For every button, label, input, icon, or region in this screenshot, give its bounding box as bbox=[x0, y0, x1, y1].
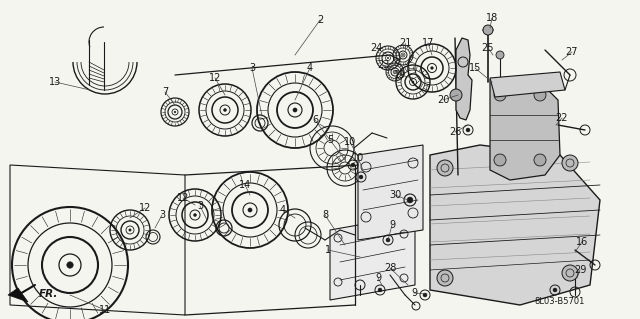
Text: 2: 2 bbox=[317, 15, 323, 25]
Text: 3: 3 bbox=[197, 201, 203, 211]
Polygon shape bbox=[330, 215, 415, 300]
Circle shape bbox=[412, 81, 414, 83]
Circle shape bbox=[553, 288, 557, 292]
Circle shape bbox=[496, 51, 504, 59]
Text: 8L03-B5701: 8L03-B5701 bbox=[535, 298, 585, 307]
Circle shape bbox=[394, 71, 396, 72]
Text: 3: 3 bbox=[159, 210, 165, 220]
Text: 17: 17 bbox=[422, 38, 434, 48]
Circle shape bbox=[193, 213, 196, 217]
Text: 9: 9 bbox=[411, 288, 417, 298]
Text: 8: 8 bbox=[322, 210, 328, 220]
Text: 5: 5 bbox=[327, 135, 333, 145]
Polygon shape bbox=[358, 145, 423, 240]
Circle shape bbox=[562, 155, 578, 171]
Circle shape bbox=[450, 89, 462, 101]
Text: 15: 15 bbox=[469, 63, 481, 73]
Text: 16: 16 bbox=[576, 237, 588, 247]
Circle shape bbox=[437, 270, 453, 286]
Text: 9: 9 bbox=[389, 220, 395, 230]
Circle shape bbox=[386, 238, 390, 242]
Text: 25: 25 bbox=[482, 43, 494, 53]
Text: 26: 26 bbox=[449, 127, 461, 137]
Circle shape bbox=[403, 55, 404, 56]
Text: 20: 20 bbox=[437, 95, 449, 105]
Circle shape bbox=[494, 154, 506, 166]
Circle shape bbox=[67, 262, 74, 268]
Circle shape bbox=[431, 67, 433, 69]
Circle shape bbox=[437, 160, 453, 176]
Text: 1: 1 bbox=[325, 245, 331, 255]
Polygon shape bbox=[8, 288, 28, 302]
Circle shape bbox=[494, 89, 506, 101]
Text: 18: 18 bbox=[486, 13, 498, 23]
Circle shape bbox=[248, 208, 252, 212]
Text: 14: 14 bbox=[239, 180, 251, 190]
Text: 4: 4 bbox=[307, 63, 313, 73]
Circle shape bbox=[359, 175, 363, 179]
Text: 12: 12 bbox=[139, 203, 151, 213]
Circle shape bbox=[407, 197, 413, 203]
Circle shape bbox=[423, 293, 427, 297]
Circle shape bbox=[562, 265, 578, 281]
Text: 10: 10 bbox=[352, 153, 364, 163]
Text: 6: 6 bbox=[312, 115, 318, 125]
Text: 12: 12 bbox=[177, 193, 189, 203]
Text: 9: 9 bbox=[375, 273, 381, 283]
Circle shape bbox=[351, 163, 355, 167]
Circle shape bbox=[466, 128, 470, 132]
Text: 24: 24 bbox=[370, 43, 382, 53]
Text: 10: 10 bbox=[344, 137, 356, 147]
Circle shape bbox=[293, 108, 297, 112]
Text: 28: 28 bbox=[384, 263, 396, 273]
Text: FR.: FR. bbox=[38, 289, 58, 299]
Text: 23: 23 bbox=[377, 60, 389, 70]
Text: 12: 12 bbox=[209, 73, 221, 83]
Circle shape bbox=[174, 111, 176, 113]
Polygon shape bbox=[430, 145, 600, 305]
Circle shape bbox=[483, 25, 493, 35]
Text: 21: 21 bbox=[399, 38, 411, 48]
Text: 13: 13 bbox=[49, 77, 61, 87]
Text: 22: 22 bbox=[556, 113, 568, 123]
Text: 7: 7 bbox=[162, 87, 168, 97]
Circle shape bbox=[534, 89, 546, 101]
Text: 29: 29 bbox=[574, 265, 586, 275]
Text: 27: 27 bbox=[566, 47, 579, 57]
Text: 3: 3 bbox=[249, 63, 255, 73]
Text: 11: 11 bbox=[99, 305, 111, 315]
Circle shape bbox=[378, 288, 382, 292]
Polygon shape bbox=[490, 78, 560, 180]
Text: 4: 4 bbox=[280, 205, 286, 215]
Text: 19: 19 bbox=[394, 70, 406, 80]
Polygon shape bbox=[490, 72, 565, 97]
Circle shape bbox=[129, 229, 131, 231]
Circle shape bbox=[223, 108, 227, 112]
Circle shape bbox=[387, 57, 388, 59]
Circle shape bbox=[534, 154, 546, 166]
Text: 30: 30 bbox=[389, 190, 401, 200]
Polygon shape bbox=[456, 38, 472, 120]
